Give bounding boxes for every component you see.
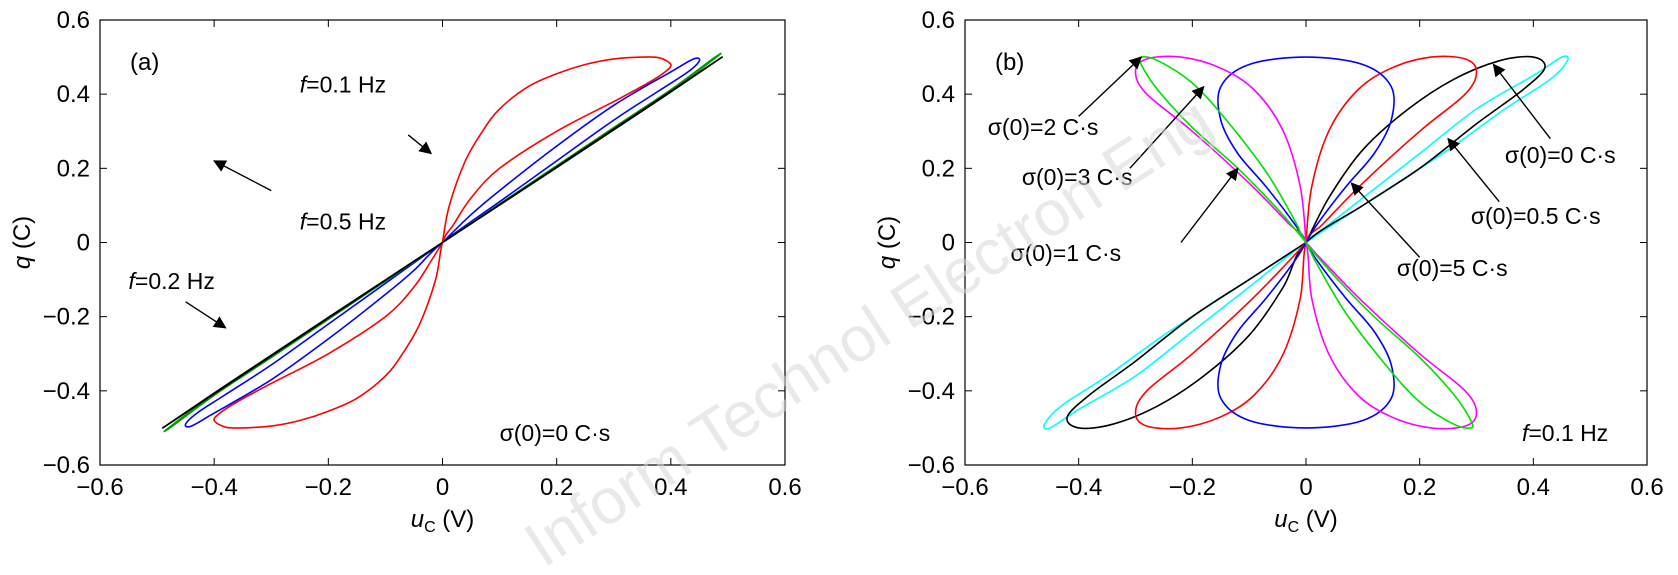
panel-label: (a) <box>130 49 159 76</box>
x-axis-label-symbol: u <box>411 506 424 533</box>
x-tick-label: −0.2 <box>1169 474 1216 501</box>
x-axis-label-subscript: C <box>424 519 436 536</box>
y-tick-label: 0.2 <box>922 155 955 182</box>
annotation-arrow <box>1350 182 1421 258</box>
y-axis-label-unit: (C) <box>874 216 901 256</box>
y-tick-label: −0.6 <box>908 452 955 479</box>
annotation-label: f=0.1 Hz <box>300 71 386 97</box>
annotation-symbol: f <box>1522 420 1531 446</box>
annotation-text: σ(0)=3 C·s <box>1022 164 1133 190</box>
annotation-symbol: f <box>300 71 309 97</box>
x-tick-label: 0.4 <box>1517 474 1550 501</box>
x-tick-label: 0 <box>1299 474 1312 501</box>
chart-panel-b: −0.6 −0.4 −0.2 0 0.2 0.4 0.6 −0.6 −0.4 −0.2 0 0.2 0.… <box>874 7 1664 536</box>
y-tick-label: 0.2 <box>57 155 90 182</box>
x-tick-label: −0.4 <box>190 474 237 501</box>
y-tick-label: −0.4 <box>43 378 90 405</box>
y-axis-label-unit: (C) <box>9 216 36 256</box>
annotation-arrow <box>1180 167 1239 243</box>
annotation-text: =0.2 Hz <box>135 268 215 294</box>
x-axis-label-subscript: C <box>1288 519 1300 536</box>
y-tick-label: 0.6 <box>57 7 90 34</box>
series-line-6 <box>1138 56 1474 429</box>
annotation-text: =0.5 Hz <box>306 209 386 235</box>
y-tick-label: −0.2 <box>43 304 90 331</box>
x-axis-label: uC (V) <box>411 506 475 536</box>
x-tick-label: 0.6 <box>1630 474 1663 501</box>
y-tick-label: 0.4 <box>922 81 955 108</box>
x-axis-label-symbol: u <box>1274 506 1287 533</box>
y-axis-label-symbol: q <box>9 255 36 269</box>
x-tick-label: −0.2 <box>305 474 352 501</box>
x-axis-label-unit: (V) <box>1299 506 1338 533</box>
x-axis-label: uC (V) <box>1274 506 1338 536</box>
x-tick-label: −0.4 <box>1055 474 1102 501</box>
annotation-label: σ(0)=3 C·s <box>1022 164 1133 190</box>
annotation-label: σ(0)=0 C·s <box>1505 142 1616 168</box>
x-tick-label: 0.6 <box>768 474 801 501</box>
annotation-arrow <box>1078 56 1143 117</box>
y-tick-label: 0.4 <box>57 81 90 108</box>
annotation-arrow <box>1447 137 1500 203</box>
annotation-arrow <box>213 160 272 192</box>
annotation-text: σ(0)=0 C·s <box>1505 142 1616 168</box>
y-tick-label: −0.4 <box>908 378 955 405</box>
annotation-label: f=0.5 Hz <box>300 209 386 235</box>
annotation-label: f=0.2 Hz <box>129 268 215 294</box>
annotation-arrow <box>1129 85 1205 169</box>
annotation-symbol: f <box>300 209 309 235</box>
annotation-text: =0.1 Hz <box>306 71 386 97</box>
annotation-label: σ(0)=0 C·s <box>500 420 611 446</box>
annotation-arrow <box>1492 63 1551 140</box>
panel-label: (b) <box>995 49 1024 76</box>
y-axis-label: q (C) <box>9 216 36 269</box>
x-axis-label-unit: (V) <box>436 506 475 533</box>
series-line-4 <box>161 56 724 429</box>
y-tick-label: 0.6 <box>922 7 955 34</box>
annotation-label: σ(0)=5 C·s <box>1397 255 1508 281</box>
x-tick-label: 0.2 <box>1403 474 1436 501</box>
y-tick-label: 0 <box>77 230 90 257</box>
x-tick-label: −0.6 <box>941 474 988 501</box>
y-axis-label: q (C) <box>874 216 901 269</box>
x-tick-label: 0 <box>436 474 449 501</box>
annotation-text: =0.1 Hz <box>1528 420 1608 446</box>
annotation-label: σ(0)=0.5 C·s <box>1471 203 1601 229</box>
annotation-text: σ(0)=2 C·s <box>988 114 1099 140</box>
annotation-symbol: f <box>129 268 138 294</box>
y-axis-label-symbol: q <box>874 255 901 269</box>
annotation-text: σ(0)=0 C·s <box>500 420 611 446</box>
x-tick-label: 0.4 <box>654 474 687 501</box>
y-tick-label: −0.6 <box>43 452 90 479</box>
annotation-label: σ(0)=1 C·s <box>1010 240 1121 266</box>
annotation-text: σ(0)=5 C·s <box>1397 255 1508 281</box>
annotation-arrow <box>407 134 433 155</box>
annotation-label: f=0.1 Hz <box>1522 420 1608 446</box>
y-tick-label: 0 <box>942 230 955 257</box>
chart-panel-a: −0.6 −0.4 −0.2 0 0.2 0.4 0.6 −0.6 −0.4 −0.2 0 0.2 0.… <box>9 7 802 536</box>
annotation-text: σ(0)=1 C·s <box>1010 240 1121 266</box>
annotation-arrow <box>185 301 227 329</box>
annotation-text: σ(0)=0.5 C·s <box>1471 203 1601 229</box>
y-tick-label: −0.2 <box>908 304 955 331</box>
x-tick-label: −0.6 <box>76 474 123 501</box>
x-tick-label: 0.2 <box>540 474 573 501</box>
annotation-label: σ(0)=2 C·s <box>988 114 1099 140</box>
